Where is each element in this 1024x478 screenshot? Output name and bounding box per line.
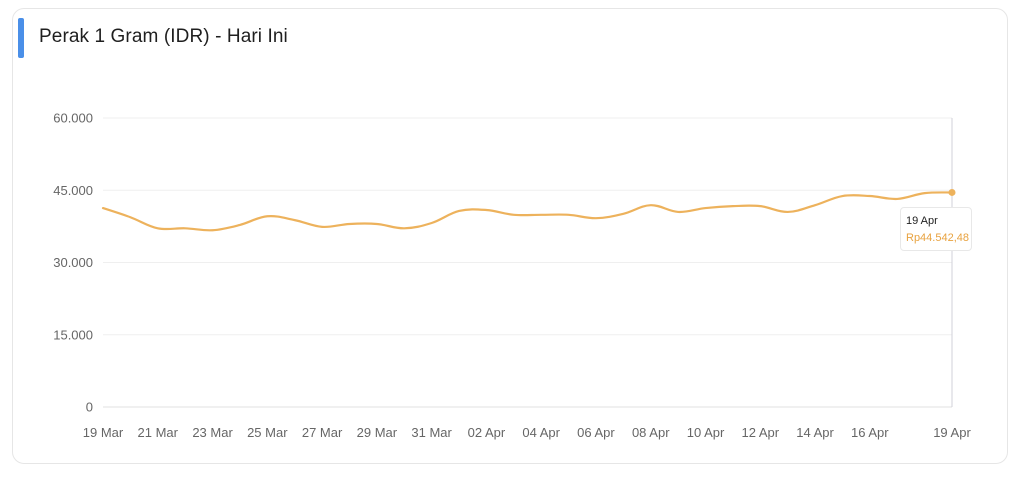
tooltip-date: 19 Apr bbox=[906, 215, 938, 227]
y-tick-label: 30.000 bbox=[53, 255, 93, 270]
chart-title: Perak 1 Gram (IDR) - Hari Ini bbox=[39, 26, 288, 47]
x-tick-label: 10 Apr bbox=[687, 425, 725, 440]
chart-card bbox=[12, 8, 1008, 464]
y-tick-label: 45.000 bbox=[53, 183, 93, 198]
highlighted-point[interactable] bbox=[948, 188, 956, 196]
x-tick-label: 14 Apr bbox=[796, 425, 834, 440]
y-tick-label: 15.000 bbox=[53, 327, 93, 342]
x-axis-labels: 19 Mar 21 Mar 23 Mar 25 Mar 27 Mar 29 Mar 31 M… bbox=[83, 425, 972, 440]
y-tick-label: 0 bbox=[86, 400, 93, 415]
x-tick-label: 31 Mar bbox=[411, 425, 452, 440]
title-accent-bar bbox=[18, 18, 24, 58]
x-tick-label: 04 Apr bbox=[522, 425, 560, 440]
x-tick-label: 08 Apr bbox=[632, 425, 670, 440]
price-line[interactable] bbox=[101, 191, 954, 232]
tooltip-value: Rp44.542,48 bbox=[906, 232, 969, 244]
x-tick-label: 12 Apr bbox=[741, 425, 779, 440]
y-axis-labels: 0 15.000 30.000 45.000 60.000 bbox=[53, 111, 93, 415]
x-tick-label: 23 Mar bbox=[192, 425, 233, 440]
x-tick-label: 19 Apr bbox=[933, 425, 971, 440]
x-tick-label: 02 Apr bbox=[468, 425, 506, 440]
x-tick-label: 21 Mar bbox=[138, 425, 179, 440]
x-tick-label: 29 Mar bbox=[357, 425, 398, 440]
x-tick-label: 16 Apr bbox=[851, 425, 889, 440]
y-tick-label: 60.000 bbox=[53, 111, 93, 126]
chart-gridlines bbox=[103, 117, 952, 408]
x-tick-label: 25 Mar bbox=[247, 425, 288, 440]
x-tick-label: 19 Mar bbox=[83, 425, 124, 440]
x-tick-label: 06 Apr bbox=[577, 425, 615, 440]
x-tick-label: 27 Mar bbox=[302, 425, 343, 440]
tooltip: 19 Apr Rp44.542,48 bbox=[900, 207, 972, 251]
